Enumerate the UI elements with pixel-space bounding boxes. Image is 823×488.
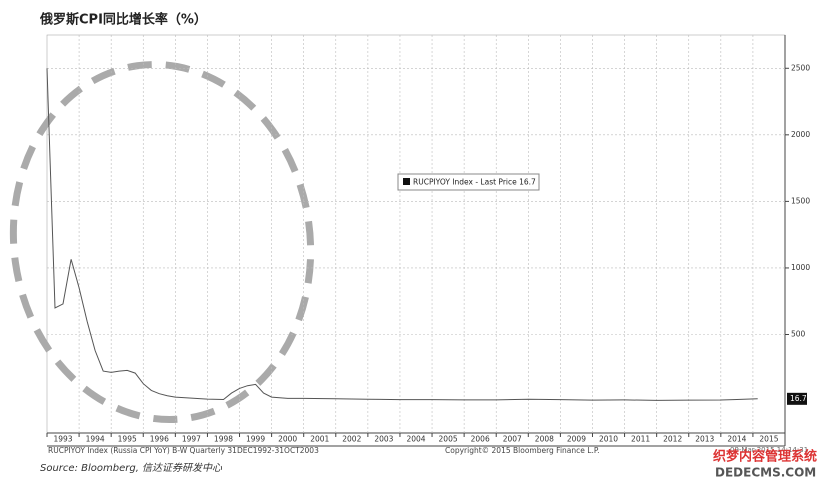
footer-center: Copyright© 2015 Bloomberg Finance L.P. [445,446,600,455]
x-tick-label: 2006 [471,435,490,444]
data-line [46,68,758,401]
x-tick-label: 2002 [342,435,361,444]
y-tick-label: 2000 [791,130,810,139]
x-tick-label: 2014 [727,435,746,444]
x-tick-label: 1999 [246,435,265,444]
x-tick-label: 2004 [406,435,425,444]
highlight-ellipse [9,61,315,423]
watermark: DEDECMS.COM [715,466,816,480]
y-tick-label: 2500 [791,63,810,72]
x-tick-label: 2003 [374,435,393,444]
y-tick-label: 500 [791,329,806,338]
x-tick-label: 1994 [86,435,105,444]
plot-frame [46,34,786,434]
legend-box [397,173,540,191]
source-note: Source: Bloomberg, 信达证券研发中心 [40,462,223,474]
x-tick-label: 2008 [535,435,554,444]
x-tick-label: 2015 [759,435,778,444]
x-tick-label: 2001 [310,435,329,444]
footer-left: RUCPIYOY Index (Russia CPI YoY) B-W Quar… [48,446,319,455]
chart-title: 俄罗斯CPI同比增长率（%） [39,12,207,28]
x-tick-label: 2013 [695,435,714,444]
legend: RUCPIYOY Index - Last Price 16.7 [397,173,540,191]
last-price-box [787,392,807,405]
last-price-label: 16.7 [790,394,807,403]
legend-swatch [403,178,410,185]
x-tick-label: 1995 [118,435,137,444]
legend-label: RUCPIYOY Index - Last Price 16.7 [413,178,536,187]
y-tick-label: 1000 [791,263,810,272]
x-tick-label: 2011 [631,435,650,444]
y-tick-label: 1500 [791,196,810,205]
x-tick-label: 2010 [599,435,618,444]
x-tick-label: 1996 [150,435,169,444]
x-tick-label: 2007 [503,435,522,444]
x-tick-label: 2012 [663,435,682,444]
x-tick-label: 1993 [53,435,72,444]
watermark: 织梦内容管理系统 [713,449,817,465]
x-tick-label: 1998 [214,435,233,444]
footer-right: 09-Mar-2015 14:14:31 [730,446,808,454]
x-tick-label: 2005 [439,435,458,444]
x-tick-label: 2009 [567,435,586,444]
x-tick-label: 2000 [278,435,297,444]
x-tick-label: 1997 [182,435,201,444]
